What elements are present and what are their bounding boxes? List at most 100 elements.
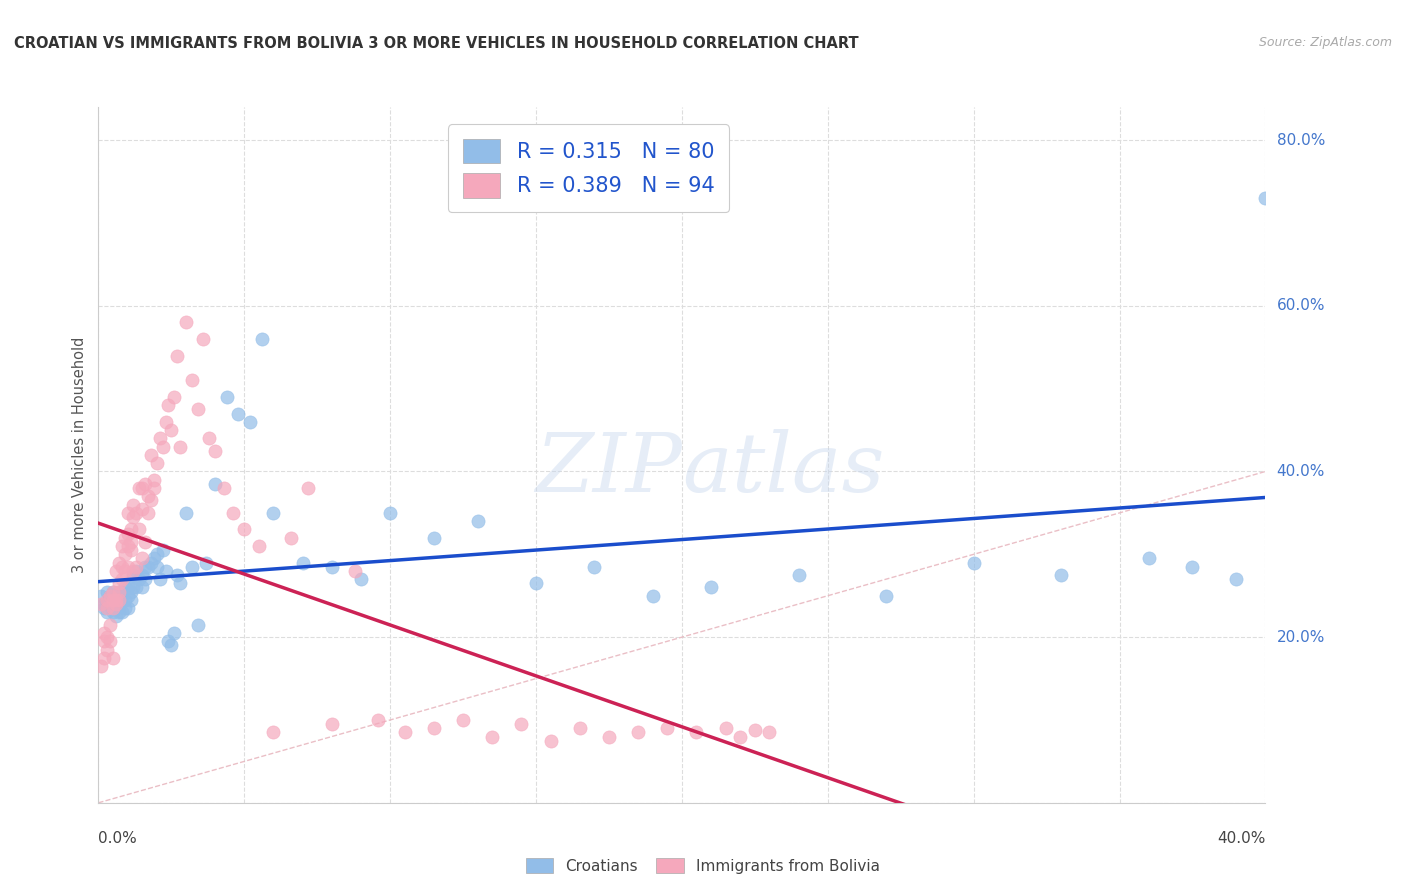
- Point: [104, 592, 127, 607]
- Point: [467, 514, 489, 528]
- Point: [136, 489, 159, 503]
- Point: [641, 589, 664, 603]
- Point: [174, 315, 197, 329]
- Text: Source: ZipAtlas.com: Source: ZipAtlas.com: [1258, 36, 1392, 49]
- Point: [131, 568, 153, 582]
- Point: [125, 506, 148, 520]
- Point: [187, 617, 209, 632]
- Point: [221, 506, 243, 520]
- Point: [139, 493, 162, 508]
- Point: [627, 725, 650, 739]
- Point: [730, 730, 752, 744]
- Point: [367, 713, 389, 727]
- Point: [114, 581, 136, 595]
- Text: ZIP: ZIP: [536, 429, 682, 508]
- Point: [228, 407, 250, 421]
- Point: [98, 634, 121, 648]
- Point: [117, 589, 139, 603]
- Point: [155, 415, 177, 429]
- Point: [247, 539, 270, 553]
- Point: [120, 534, 142, 549]
- Point: [111, 605, 134, 619]
- Point: [90, 597, 112, 611]
- Point: [114, 592, 136, 607]
- Point: [146, 456, 169, 470]
- Point: [1254, 191, 1277, 205]
- Point: [101, 592, 124, 607]
- Point: [125, 581, 148, 595]
- Point: [136, 559, 159, 574]
- Point: [101, 584, 124, 599]
- Point: [134, 534, 156, 549]
- Point: [108, 592, 131, 607]
- Point: [297, 481, 319, 495]
- Point: [111, 589, 134, 603]
- Text: 40.0%: 40.0%: [1218, 830, 1265, 846]
- Point: [169, 440, 191, 454]
- Point: [120, 543, 142, 558]
- Text: 20.0%: 20.0%: [1277, 630, 1324, 645]
- Point: [114, 601, 136, 615]
- Point: [108, 576, 131, 591]
- Point: [139, 556, 162, 570]
- Point: [962, 556, 984, 570]
- Point: [149, 431, 172, 445]
- Point: [136, 506, 159, 520]
- Point: [114, 547, 136, 561]
- Point: [128, 481, 150, 495]
- Point: [122, 498, 145, 512]
- Legend: R = 0.315   N = 80, R = 0.389   N = 94: R = 0.315 N = 80, R = 0.389 N = 94: [449, 124, 730, 212]
- Point: [96, 584, 118, 599]
- Point: [117, 526, 139, 541]
- Point: [131, 581, 153, 595]
- Point: [146, 559, 169, 574]
- Point: [380, 506, 402, 520]
- Point: [280, 531, 302, 545]
- Point: [166, 349, 188, 363]
- Point: [583, 559, 606, 574]
- Point: [128, 572, 150, 586]
- Point: [101, 651, 124, 665]
- Point: [96, 630, 118, 644]
- Point: [198, 431, 221, 445]
- Point: [204, 476, 226, 491]
- Point: [321, 717, 343, 731]
- Point: [101, 584, 124, 599]
- Point: [233, 523, 256, 537]
- Point: [117, 581, 139, 595]
- Point: [262, 506, 284, 520]
- Point: [101, 605, 124, 619]
- Point: [90, 659, 112, 673]
- Point: [108, 556, 131, 570]
- Point: [481, 730, 503, 744]
- Point: [142, 481, 165, 495]
- Point: [122, 581, 145, 595]
- Point: [111, 559, 134, 574]
- Text: 0.0%: 0.0%: [98, 830, 138, 846]
- Point: [215, 390, 238, 404]
- Point: [111, 584, 134, 599]
- Point: [117, 539, 139, 553]
- Point: [104, 564, 127, 578]
- Point: [598, 730, 620, 744]
- Point: [131, 481, 153, 495]
- Point: [96, 605, 118, 619]
- Point: [1137, 551, 1160, 566]
- Point: [131, 501, 153, 516]
- Point: [174, 506, 197, 520]
- Point: [540, 733, 562, 747]
- Point: [1225, 572, 1247, 586]
- Point: [101, 592, 124, 607]
- Point: [108, 584, 131, 599]
- Point: [117, 601, 139, 615]
- Point: [166, 568, 188, 582]
- Point: [131, 551, 153, 566]
- Point: [142, 473, 165, 487]
- Text: 60.0%: 60.0%: [1277, 298, 1324, 313]
- Point: [344, 564, 367, 578]
- Point: [134, 476, 156, 491]
- Point: [98, 592, 121, 607]
- Point: [163, 626, 186, 640]
- Point: [114, 564, 136, 578]
- Text: 40.0%: 40.0%: [1277, 464, 1324, 479]
